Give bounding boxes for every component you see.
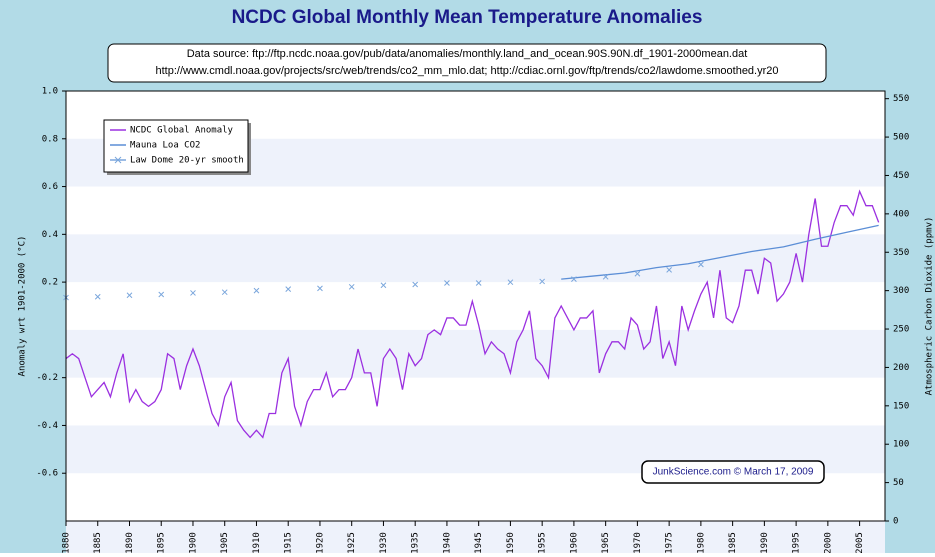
series-line (65, 189, 880, 439)
x-marker (94, 293, 101, 300)
y2-tick-label: 150 (893, 401, 909, 411)
x-marker (444, 280, 450, 286)
y2-tick-label: 100 (893, 440, 909, 450)
x-marker (634, 270, 641, 277)
annotation-box (641, 460, 825, 484)
grid-band (66, 329, 885, 378)
y2-tick-label: 50 (893, 478, 904, 488)
y2-tick-label: 450 (893, 171, 909, 181)
x-tick-label: 1965 (601, 532, 611, 553)
y2-tick-label: 300 (893, 286, 909, 296)
x-tick-label: 1995 (792, 532, 802, 553)
x-tick-label: 2005 (855, 532, 865, 553)
x-marker (348, 283, 355, 290)
legend-label: Law Dome 20-yr smooth (130, 156, 244, 166)
x-marker (253, 287, 260, 294)
x-marker (507, 279, 514, 286)
x-tick-label: 1985 (728, 532, 738, 553)
y2-tick-label: 550 (893, 94, 909, 104)
x-marker (285, 286, 292, 292)
x-marker (221, 289, 228, 296)
y2-tick-label: 350 (893, 248, 909, 258)
x-marker (698, 261, 704, 268)
x-tick-label: 2000 (823, 532, 833, 553)
y-tick-label: 0.8 (42, 134, 58, 144)
legend-label: NCDC Global Anomaly (130, 126, 234, 136)
y-tick-label: -0.6 (36, 469, 58, 479)
source-box (107, 43, 827, 83)
x-marker (412, 281, 419, 288)
x-tick-label: 1885 (93, 532, 103, 553)
x-tick-label: 1895 (157, 532, 167, 553)
y-tick-label: 0.2 (42, 278, 58, 288)
x-tick-label: 1880 (62, 532, 72, 553)
y2-tick-label: 250 (893, 325, 909, 335)
x-marker (190, 290, 196, 296)
y2-axis-label: Atmospheric Carbon Dioxide (ppmv) (925, 217, 935, 396)
x-marker (602, 273, 609, 280)
plot-frame (65, 90, 886, 522)
grid-band (66, 521, 885, 557)
legend-label: Mauna Loa CO2 (130, 141, 200, 151)
x-tick-label: 1905 (220, 532, 230, 553)
x-marker (126, 292, 133, 299)
x-marker (666, 267, 672, 273)
x-marker (539, 278, 546, 285)
y-tick-label: -0.2 (36, 373, 58, 383)
subtitle: http://www.cmdl.noaa.gov/projects/src/we… (155, 65, 778, 77)
x-marker (380, 282, 387, 289)
x-tick-label: 1930 (379, 532, 389, 553)
x-tick-label: 1945 (474, 532, 484, 553)
x-tick-label: 1915 (284, 532, 294, 553)
y-tick-label: 0.4 (42, 230, 58, 240)
subtitle: Data source: ftp://ftp.ncdc.noaa.gov/pub… (187, 48, 748, 60)
chart-title: NCDC Global Monthly Mean Temperature Ano… (232, 7, 703, 28)
x-tick-label: 1925 (347, 532, 357, 553)
y2-tick-label: 400 (893, 209, 909, 219)
annotation: JunkScience.com © March 17, 2009 (653, 467, 814, 478)
x-tick-label: 1990 (760, 532, 770, 553)
x-marker (475, 280, 482, 286)
legend (103, 119, 249, 173)
x-tick-label: 1980 (696, 532, 706, 553)
x-tick-label: 1920 (315, 532, 325, 553)
grid-band (66, 234, 885, 283)
x-tick-label: 1950 (506, 532, 516, 553)
x-tick-label: 1935 (411, 532, 421, 553)
legend-marker (114, 156, 122, 164)
x-tick-label: 1940 (442, 532, 452, 553)
y-tick-label: -0.4 (36, 421, 58, 431)
y-tick-label: 0.6 (42, 182, 58, 192)
x-marker (317, 285, 323, 292)
x-tick-label: 1910 (252, 532, 262, 553)
y2-tick-label: 0 (893, 517, 898, 527)
x-marker (571, 276, 577, 282)
x-tick-label: 1960 (569, 532, 579, 553)
x-tick-label: 1970 (633, 532, 643, 553)
y-tick-label: 1.0 (42, 87, 58, 97)
y2-tick-label: 200 (893, 363, 909, 373)
series-line (561, 224, 879, 280)
x-marker (158, 291, 165, 298)
y-axis-label: Anomaly wrt 1901-2000 (°C) (18, 236, 28, 377)
x-tick-label: 1955 (538, 532, 548, 553)
y2-tick-label: 500 (893, 133, 909, 143)
x-tick-label: 1975 (665, 532, 675, 553)
x-tick-label: 1900 (188, 532, 198, 553)
x-tick-label: 1890 (125, 532, 135, 553)
